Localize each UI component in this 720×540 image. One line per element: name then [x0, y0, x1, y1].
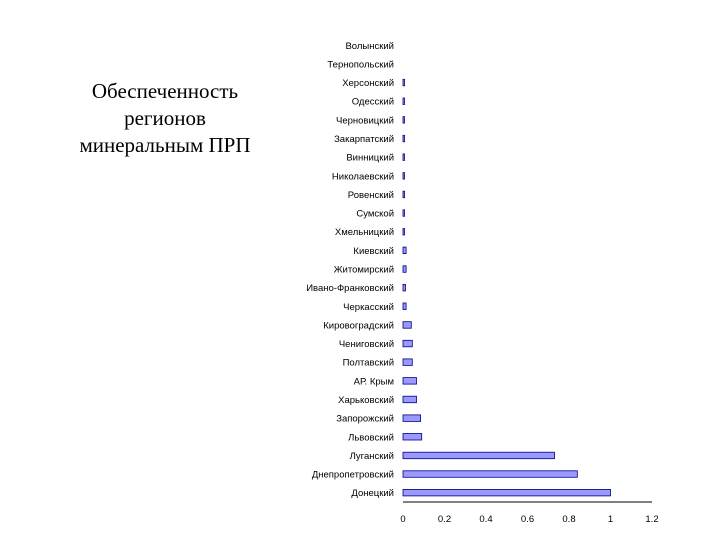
bar — [402, 302, 407, 310]
bar — [402, 78, 405, 87]
bar — [402, 97, 405, 105]
category-label: Киевский — [353, 246, 394, 257]
bar — [402, 283, 406, 292]
x-tick-label: 1.2 — [645, 514, 658, 525]
category-label: Запорожский — [336, 414, 394, 425]
category-label: Херсонский — [342, 78, 394, 89]
bar — [402, 414, 422, 422]
category-label: Кировоградский — [323, 320, 394, 331]
bar — [402, 134, 405, 143]
category-label: Львовский — [348, 432, 394, 443]
bar — [402, 470, 578, 478]
slide-title-line-2: регионов — [124, 106, 206, 130]
x-tick-label: 0 — [400, 514, 405, 525]
category-label: Сумской — [356, 209, 394, 220]
bar — [402, 246, 407, 255]
bar — [402, 451, 555, 460]
category-label: Донецкий — [351, 488, 394, 499]
category-label: Волынский — [345, 41, 394, 52]
category-label: Днепропетровский — [312, 470, 394, 481]
bar — [402, 488, 611, 497]
category-label: Ивано-Франковский — [306, 283, 394, 294]
x-tick-label: 0.2 — [438, 514, 451, 525]
bar — [402, 339, 413, 348]
bar — [402, 395, 417, 404]
category-label: Николаевский — [332, 171, 394, 182]
slide-title-line-3: минеральным ПРП — [79, 133, 251, 157]
category-label: Черкасский — [343, 302, 394, 313]
slide-title: Обеспеченность регионов минеральным ПРП — [40, 78, 290, 159]
category-label: Полтавский — [343, 358, 394, 369]
bar — [402, 228, 405, 236]
x-tick-label: 0.8 — [562, 514, 575, 525]
bar — [402, 209, 405, 217]
category-label: Закарпатский — [334, 134, 394, 145]
x-tick-label: 1 — [608, 514, 613, 525]
bar — [402, 190, 405, 199]
bar — [402, 116, 405, 124]
bar — [402, 433, 423, 441]
category-label: АР. Крым — [354, 376, 394, 387]
bar — [402, 172, 405, 180]
bar — [402, 265, 407, 273]
category-label: Житомирский — [334, 265, 394, 276]
bar — [402, 153, 405, 161]
x-tick-label: 0.6 — [521, 514, 534, 525]
category-label: Тернопольский — [327, 60, 394, 71]
bar — [402, 377, 417, 385]
category-label: Черновицкий — [336, 115, 394, 126]
category-label: Луганский — [350, 451, 394, 462]
bar — [402, 358, 413, 366]
category-label: Одесский — [352, 97, 394, 108]
category-label: Винницкий — [346, 153, 394, 164]
slide-title-line-1: Обеспеченность — [91, 79, 239, 103]
x-tick-label: 0.4 — [479, 514, 492, 525]
category-label: Чениговский — [339, 339, 394, 350]
category-label: Хмельницкий — [335, 227, 394, 238]
category-label: Харьковский — [338, 395, 394, 406]
category-label: Ровенский — [348, 190, 394, 201]
bar — [402, 321, 412, 329]
